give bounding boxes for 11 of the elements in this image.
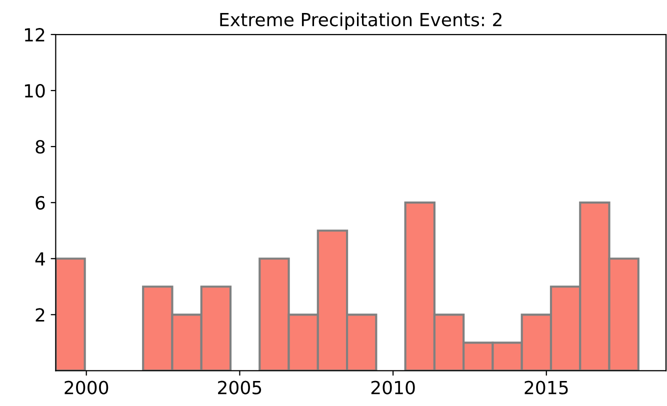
y-tick-label: 10 [24, 84, 45, 98]
x-tick-label: 2005 [218, 380, 262, 394]
x-tick-label: 2010 [371, 380, 415, 394]
y-tick-label: 8 [36, 140, 45, 154]
chart-title: Extreme Precipitation Events: 2 [220, 12, 502, 30]
y-tick-label: 6 [36, 196, 45, 210]
y-tick-label: 4 [35, 252, 45, 266]
y-tick-label: 2 [36, 308, 44, 322]
x-tick-label: 2000 [64, 380, 108, 394]
x-tick-label: 2015 [524, 380, 568, 394]
y-tick-label: 12 [24, 28, 44, 42]
